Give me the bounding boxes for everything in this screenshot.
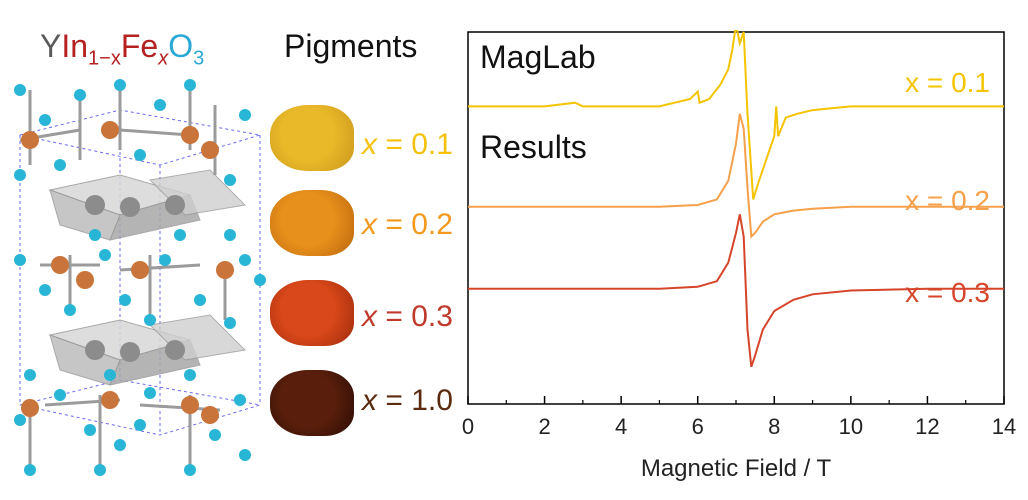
x-axis-label: Magnetic Field / T — [641, 455, 832, 482]
annotation-results: Results — [480, 129, 587, 165]
crystal-structure-illustration — [14, 79, 266, 476]
series-line-1 — [468, 30, 1004, 200]
x-tick-label: 0 — [462, 414, 474, 439]
pigment-swatch — [270, 190, 354, 256]
epr-chart: 0 2 4 6 8 10 12 14 x = 0.1 x = 0.2 x = 0.3 MagLab… — [462, 30, 1016, 482]
series-line-3 — [468, 214, 1004, 368]
formula-o-sub: 3 — [193, 47, 205, 70]
pigment-label-value: = 0.1 — [385, 128, 453, 161]
x-tick-label: 10 — [839, 414, 863, 439]
pigment-label-var: x — [362, 128, 377, 161]
pigment-label: x = 0.3 — [362, 300, 453, 334]
series-label-3: x = 0.3 — [905, 277, 990, 308]
pigment-label-var: x — [362, 384, 377, 417]
o-atoms — [14, 79, 266, 476]
formula-fe: Fe — [120, 28, 159, 64]
x-tick-label: 8 — [768, 414, 780, 439]
y-atoms — [85, 195, 185, 362]
pigment-label-value: = 0.3 — [385, 300, 453, 333]
formula-o: O — [168, 28, 194, 64]
fe-in-atoms — [21, 121, 234, 424]
formula-y: Y — [40, 28, 62, 64]
pigment-swatch — [270, 105, 354, 171]
pigment-swatch — [270, 280, 354, 346]
annotation-maglab: MagLab — [480, 39, 596, 75]
pigment-swatch — [270, 370, 354, 436]
series-line-2 — [468, 113, 1004, 239]
pigment-label: x = 1.0 — [362, 384, 453, 418]
formula-in-sub: 1−x — [88, 47, 121, 70]
pigments-title: Pigments — [284, 28, 418, 64]
pigment-label: x = 0.2 — [362, 208, 453, 242]
series-label-1: x = 0.1 — [905, 67, 990, 98]
x-tick-label: 2 — [538, 414, 550, 439]
formula-title: YIn1−xFexO3 — [40, 28, 204, 70]
pigment-label-var: x — [362, 300, 377, 333]
x-tick-label: 4 — [615, 414, 627, 439]
formula-in: In — [61, 28, 89, 64]
x-tick-label: 12 — [915, 414, 939, 439]
formula-fe-sub: x — [158, 47, 169, 70]
series-layer — [468, 30, 1004, 368]
x-tick-label: 14 — [992, 414, 1016, 439]
series-labels: x = 0.1 x = 0.2 x = 0.3 — [905, 67, 990, 308]
x-axis: 0 2 4 6 8 10 12 14 — [462, 396, 1016, 439]
pigment-label-value: = 0.2 — [385, 208, 453, 241]
series-label-2: x = 0.2 — [905, 185, 990, 216]
x-tick-label: 6 — [692, 414, 704, 439]
pigment-label: x = 0.1 — [362, 128, 453, 162]
pigment-label-var: x — [362, 208, 377, 241]
pigment-label-value: = 1.0 — [385, 384, 453, 417]
